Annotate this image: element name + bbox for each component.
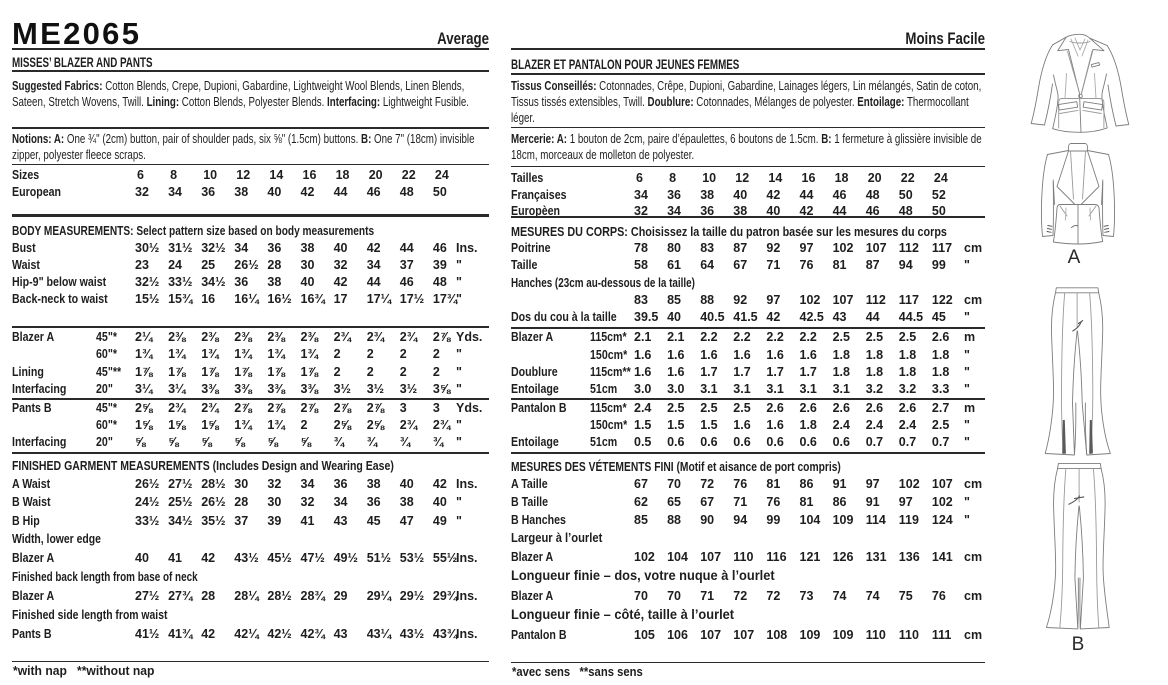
svg-text:A: A xyxy=(1068,247,1081,268)
svg-text:B: B xyxy=(1072,634,1085,655)
